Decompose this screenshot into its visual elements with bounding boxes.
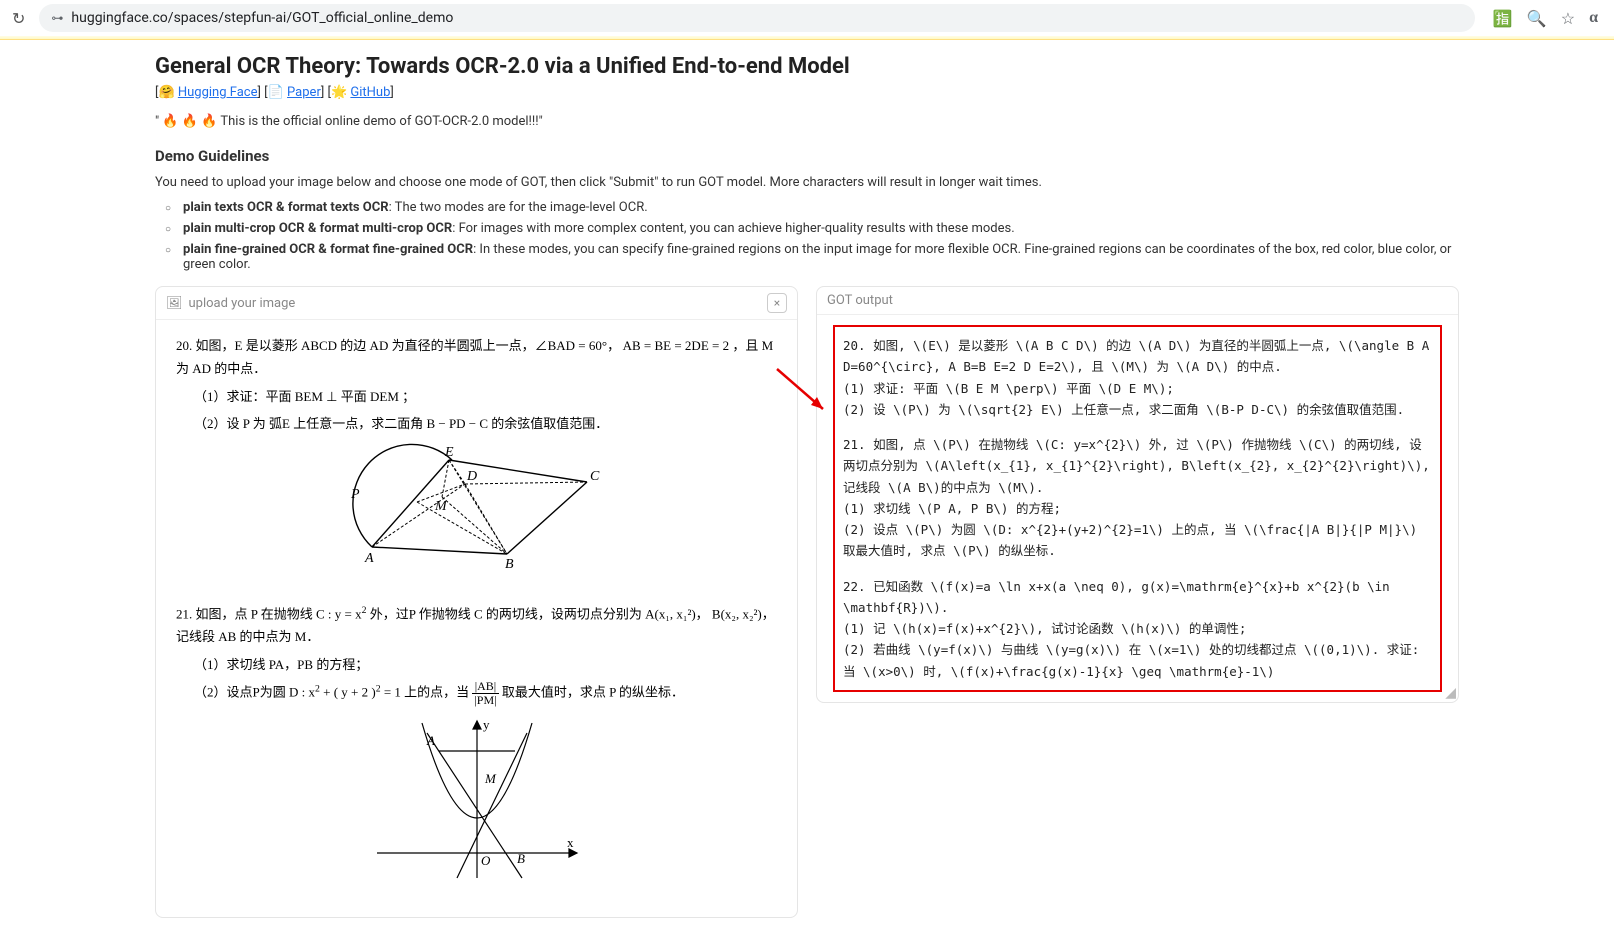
- clear-image-button[interactable]: ×: [767, 293, 787, 313]
- mode-rest: : The two modes are for the image-level …: [389, 200, 648, 215]
- svg-text:M: M: [484, 771, 497, 786]
- upload-panel-header: 🖼 upload your image ×: [156, 287, 797, 320]
- svg-text:D: D: [466, 469, 477, 484]
- translate-icon[interactable]: 🈯: [1493, 9, 1513, 28]
- mode-bold: plain texts OCR & format texts OCR: [183, 200, 389, 215]
- guidelines-intro: You need to upload your image below and …: [155, 175, 1459, 190]
- guidelines-heading: Demo Guidelines: [155, 147, 1459, 165]
- page-title: General OCR Theory: Towards OCR-2.0 via …: [155, 54, 1459, 79]
- extension-alpha-icon[interactable]: α: [1589, 9, 1598, 27]
- output-line: (1) 求证: 平面 \(B E M \perp\) 平面 \(D E M\);: [843, 378, 1432, 399]
- paper-link[interactable]: Paper: [287, 85, 321, 100]
- problem-20-part1: （1）求证：平面 BEM ⊥ 平面 DEM ；: [176, 385, 777, 408]
- github-link[interactable]: GitHub: [350, 85, 390, 100]
- demo-note: " 🔥 🔥 🔥 This is the official online demo…: [155, 114, 1459, 129]
- problem-20-part2: （2）设 P 为 弧E 上任意一点，求二面角 B − PD − C 的余弦值取值…: [176, 412, 777, 435]
- output-body[interactable]: 20. 如图, \(E\) 是以菱形 \(A B C D\) 的边 \(A D\…: [817, 315, 1458, 702]
- svg-text:C: C: [590, 469, 600, 484]
- mode-bold: plain fine-grained OCR & format fine-gra…: [183, 242, 473, 257]
- svg-text:A: A: [364, 551, 374, 566]
- mode-bold: plain multi-crop OCR & format multi-crop…: [183, 221, 452, 236]
- output-highlight-box: 20. 如图, \(E\) 是以菱形 \(A B C D\) 的边 \(A D\…: [833, 325, 1442, 692]
- output-panel: GOT output 20. 如图, \(E\) 是以菱形 \(A B C D\…: [816, 286, 1459, 703]
- output-line: (2) 若曲线 \(y=f(x)\) 与曲线 \(y=g(x)\) 在 \(x=…: [843, 639, 1432, 682]
- mode-list: plain texts OCR & format texts OCR: The …: [155, 200, 1459, 272]
- output-block-21: 21. 如图, 点 \(P\) 在抛物线 \(C: y=x^{2}\) 外, 过…: [843, 434, 1432, 562]
- svg-text:x: x: [567, 835, 574, 850]
- links-row: [🤗 Hugging Face] [📄 Paper] [🌟 GitHub]: [155, 85, 1459, 100]
- mode-rest: : For images with more complex content, …: [452, 221, 1014, 236]
- output-line: (1) 求切线 \(P A, P B\) 的方程;: [843, 498, 1432, 519]
- figure-20: A B C D E M P: [337, 442, 617, 582]
- huggingface-link[interactable]: Hugging Face: [178, 85, 258, 100]
- output-line: 20. 如图, \(E\) 是以菱形 \(A B C D\) 的边 \(A D\…: [843, 335, 1432, 378]
- problem-20: 20. 如图，E 是以菱形 ABCD 的边 AD 为直径的半圆弧上一点，∠BAD…: [176, 334, 777, 582]
- bookmark-star-icon[interactable]: ☆: [1561, 9, 1575, 28]
- output-line: (2) 设点 \(P\) 为圆 \(D: x^{2}+(y+2)^{2}=1\)…: [843, 519, 1432, 562]
- svg-text:M: M: [434, 499, 448, 514]
- output-line: 22. 已知函数 \(f(x)=a \ln x+x(a \neq 0), g(x…: [843, 576, 1432, 619]
- problem-20-title: 20. 如图，E 是以菱形 ABCD 的边 AD 为直径的半圆弧上一点，∠BAD…: [176, 334, 777, 381]
- address-bar[interactable]: ⊶ huggingface.co/spaces/stepfun-ai/GOT_o…: [39, 4, 1474, 32]
- output-block-20: 20. 如图, \(E\) 是以菱形 \(A B C D\) 的边 \(A D\…: [843, 335, 1432, 420]
- browser-toolbar: ↻ ⊶ huggingface.co/spaces/stepfun-ai/GOT…: [0, 0, 1614, 36]
- output-panel-header: GOT output: [817, 287, 1458, 315]
- zoom-icon[interactable]: 🔍: [1527, 9, 1547, 28]
- mode-item: plain texts OCR & format texts OCR: The …: [169, 200, 1459, 215]
- browser-actions: 🈯 🔍 ☆ α: [1485, 9, 1606, 28]
- mode-item: plain multi-crop OCR & format multi-crop…: [169, 221, 1459, 236]
- upload-label: upload your image: [189, 296, 296, 311]
- page-content: General OCR Theory: Towards OCR-2.0 via …: [147, 40, 1467, 932]
- image-icon: 🖼: [166, 296, 183, 311]
- problem-21-part1: （1）求切线 PA，PB 的方程；: [176, 653, 777, 676]
- link-prefix-gh: ] [🌟: [321, 85, 351, 100]
- output-line: (1) 记 \(h(x)=f(x)+x^{2}\), 试讨论函数 \(h(x)\…: [843, 618, 1432, 639]
- output-block-22: 22. 已知函数 \(f(x)=a \ln x+x(a \neq 0), g(x…: [843, 576, 1432, 682]
- svg-text:E: E: [444, 445, 454, 460]
- svg-text:O: O: [481, 853, 491, 868]
- url-text: huggingface.co/spaces/stepfun-ai/GOT_off…: [71, 10, 1462, 26]
- panels-row: 🖼 upload your image × 20. 如图，E 是以菱形 ABCD…: [155, 286, 1459, 918]
- svg-text:P: P: [350, 487, 360, 502]
- output-line: 21. 如图, 点 \(P\) 在抛物线 \(C: y=x^{2}\) 外, 过…: [843, 434, 1432, 498]
- link-prefix-paper: ] [📄: [258, 85, 288, 100]
- uploaded-image-content[interactable]: 20. 如图，E 是以菱形 ABCD 的边 AD 为直径的半圆弧上一点，∠BAD…: [156, 320, 797, 917]
- problem-21: 21. 如图，点 P 在抛物线 C : y = x2 外，过P 作抛物线 C 的…: [176, 602, 777, 884]
- site-settings-icon[interactable]: ⊶: [51, 11, 63, 25]
- output-line: (2) 设 \(P\) 为 \(\sqrt{2} E\) 上任意一点, 求二面角…: [843, 399, 1432, 420]
- figure-21: A B M O x y: [367, 713, 587, 883]
- mode-item: plain fine-grained OCR & format fine-gra…: [169, 242, 1459, 272]
- link-prefix-hf: [🤗: [155, 85, 178, 100]
- upload-panel: 🖼 upload your image × 20. 如图，E 是以菱形 ABCD…: [155, 286, 798, 918]
- link-suffix: ]: [390, 85, 393, 100]
- output-label: GOT output: [827, 293, 893, 308]
- reload-button[interactable]: ↻: [8, 5, 29, 32]
- svg-text:y: y: [483, 717, 490, 732]
- problem-21-title: 21. 如图，点 P 在抛物线 C : y = x2 外，过P 作抛物线 C 的…: [176, 602, 777, 649]
- problem-21-part2: （2）设点P为圆 D : x2 + ( y + 2 )2 = 1 上的点，当 |…: [176, 680, 777, 707]
- svg-text:B: B: [505, 557, 514, 572]
- svg-text:B: B: [517, 851, 525, 866]
- svg-text:A: A: [426, 733, 435, 748]
